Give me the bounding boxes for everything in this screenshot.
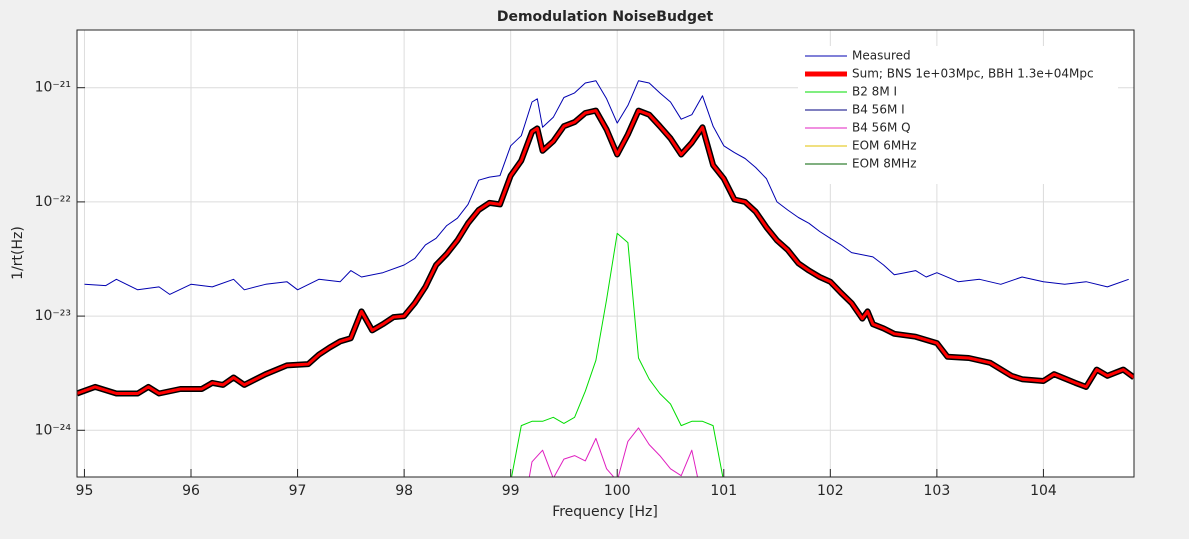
y-tick-label: 10⁻²³ [35, 308, 71, 324]
legend-label: EOM 8MHz [852, 157, 917, 171]
x-tick-label: 100 [604, 483, 631, 499]
legend-label: Measured [852, 49, 911, 63]
x-axis-label: Frequency [Hz] [552, 504, 658, 520]
x-tick-label: 97 [289, 483, 307, 499]
y-axis-label: 1/rt(Hz) [10, 226, 26, 280]
x-tick-label: 95 [76, 483, 94, 499]
series-group [77, 80, 1134, 477]
legend-label: B4 56M I [852, 103, 905, 117]
grid [77, 30, 1134, 477]
plot-frame [76, 29, 1135, 478]
series-line [77, 109, 1134, 395]
x-tick-label: 96 [182, 483, 200, 499]
x-tick-label: 103 [924, 483, 951, 499]
y-tick-label: 10⁻²⁴ [35, 422, 72, 438]
x-tick-label: 101 [710, 483, 737, 499]
legend: Measured Sum; BNS 1e+03Mpc, BBH 1.3e+04Mp… [798, 46, 1118, 184]
series-line [528, 427, 699, 477]
legend-label: B2 8M I [852, 85, 897, 99]
x-tick-label: 102 [817, 483, 844, 499]
ticks: 95 96 97 98 99 100 101 102 103 104 10⁻²⁴ 10⁻²³ 10⁻²²… [35, 80, 1057, 499]
x-tick-label: 99 [502, 483, 520, 499]
legend-label: Sum; BNS 1e+03Mpc, BBH 1.3e+04Mpc [852, 67, 1094, 81]
series-line [84, 80, 1129, 295]
legend-box [798, 46, 1118, 184]
series-line [511, 232, 724, 477]
x-tick-label: 98 [395, 483, 413, 499]
chart-title: Demodulation NoiseBudget [497, 9, 714, 25]
y-tick-label: 10⁻²² [35, 194, 71, 210]
y-tick-label: 10⁻²¹ [35, 80, 71, 96]
x-tick-label: 104 [1030, 483, 1057, 499]
legend-label: EOM 6MHz [852, 139, 917, 153]
legend-label: B4 56M Q [852, 121, 911, 135]
